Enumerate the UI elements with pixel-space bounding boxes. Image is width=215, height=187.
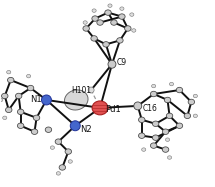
Ellipse shape bbox=[68, 160, 72, 163]
Ellipse shape bbox=[7, 70, 11, 74]
Ellipse shape bbox=[0, 98, 3, 102]
Ellipse shape bbox=[135, 103, 141, 109]
Ellipse shape bbox=[27, 85, 34, 91]
Ellipse shape bbox=[166, 138, 170, 141]
Ellipse shape bbox=[184, 113, 191, 119]
Ellipse shape bbox=[2, 93, 8, 99]
Ellipse shape bbox=[150, 91, 157, 97]
Ellipse shape bbox=[17, 123, 24, 128]
Ellipse shape bbox=[55, 139, 61, 144]
Text: N1: N1 bbox=[31, 95, 42, 105]
Ellipse shape bbox=[138, 133, 145, 138]
Ellipse shape bbox=[134, 102, 142, 110]
Ellipse shape bbox=[150, 143, 157, 148]
Ellipse shape bbox=[105, 10, 111, 15]
Ellipse shape bbox=[164, 97, 171, 103]
Ellipse shape bbox=[103, 42, 109, 47]
Ellipse shape bbox=[138, 117, 145, 122]
Ellipse shape bbox=[50, 146, 54, 149]
Ellipse shape bbox=[92, 101, 108, 115]
Ellipse shape bbox=[45, 127, 52, 132]
Ellipse shape bbox=[176, 123, 183, 128]
Text: C16: C16 bbox=[143, 104, 158, 113]
Text: C9: C9 bbox=[117, 58, 127, 67]
Ellipse shape bbox=[83, 26, 89, 31]
Ellipse shape bbox=[108, 60, 116, 68]
Ellipse shape bbox=[26, 74, 31, 78]
Ellipse shape bbox=[83, 21, 87, 24]
Ellipse shape bbox=[162, 129, 169, 134]
Ellipse shape bbox=[59, 165, 66, 170]
Ellipse shape bbox=[15, 93, 22, 99]
Text: N2: N2 bbox=[80, 125, 92, 134]
Ellipse shape bbox=[193, 114, 197, 118]
Text: Pd1: Pd1 bbox=[105, 105, 121, 114]
Ellipse shape bbox=[97, 20, 103, 25]
Ellipse shape bbox=[132, 29, 136, 32]
Ellipse shape bbox=[119, 14, 125, 19]
Ellipse shape bbox=[130, 13, 134, 16]
Ellipse shape bbox=[31, 129, 38, 134]
Ellipse shape bbox=[193, 94, 197, 98]
Ellipse shape bbox=[91, 36, 97, 41]
Ellipse shape bbox=[41, 95, 51, 105]
Ellipse shape bbox=[43, 97, 50, 103]
Ellipse shape bbox=[120, 7, 124, 10]
Ellipse shape bbox=[169, 82, 174, 86]
Ellipse shape bbox=[3, 116, 7, 119]
Ellipse shape bbox=[70, 121, 80, 131]
Ellipse shape bbox=[72, 123, 78, 128]
Ellipse shape bbox=[152, 121, 159, 126]
Ellipse shape bbox=[111, 20, 117, 25]
Ellipse shape bbox=[33, 115, 40, 121]
Ellipse shape bbox=[125, 26, 131, 31]
Ellipse shape bbox=[117, 38, 123, 43]
Ellipse shape bbox=[56, 172, 60, 175]
Ellipse shape bbox=[142, 148, 146, 151]
Ellipse shape bbox=[8, 77, 14, 83]
Ellipse shape bbox=[92, 9, 96, 12]
Ellipse shape bbox=[6, 107, 12, 113]
Ellipse shape bbox=[65, 149, 72, 154]
Ellipse shape bbox=[188, 99, 195, 105]
Ellipse shape bbox=[166, 113, 173, 119]
Ellipse shape bbox=[167, 156, 172, 159]
Ellipse shape bbox=[152, 84, 156, 88]
Ellipse shape bbox=[176, 87, 183, 93]
Ellipse shape bbox=[88, 87, 94, 93]
Ellipse shape bbox=[92, 16, 98, 21]
Ellipse shape bbox=[64, 90, 88, 110]
Ellipse shape bbox=[152, 135, 159, 140]
Ellipse shape bbox=[162, 147, 169, 152]
Ellipse shape bbox=[108, 4, 112, 7]
Text: H101: H101 bbox=[71, 85, 91, 94]
Ellipse shape bbox=[17, 109, 24, 115]
